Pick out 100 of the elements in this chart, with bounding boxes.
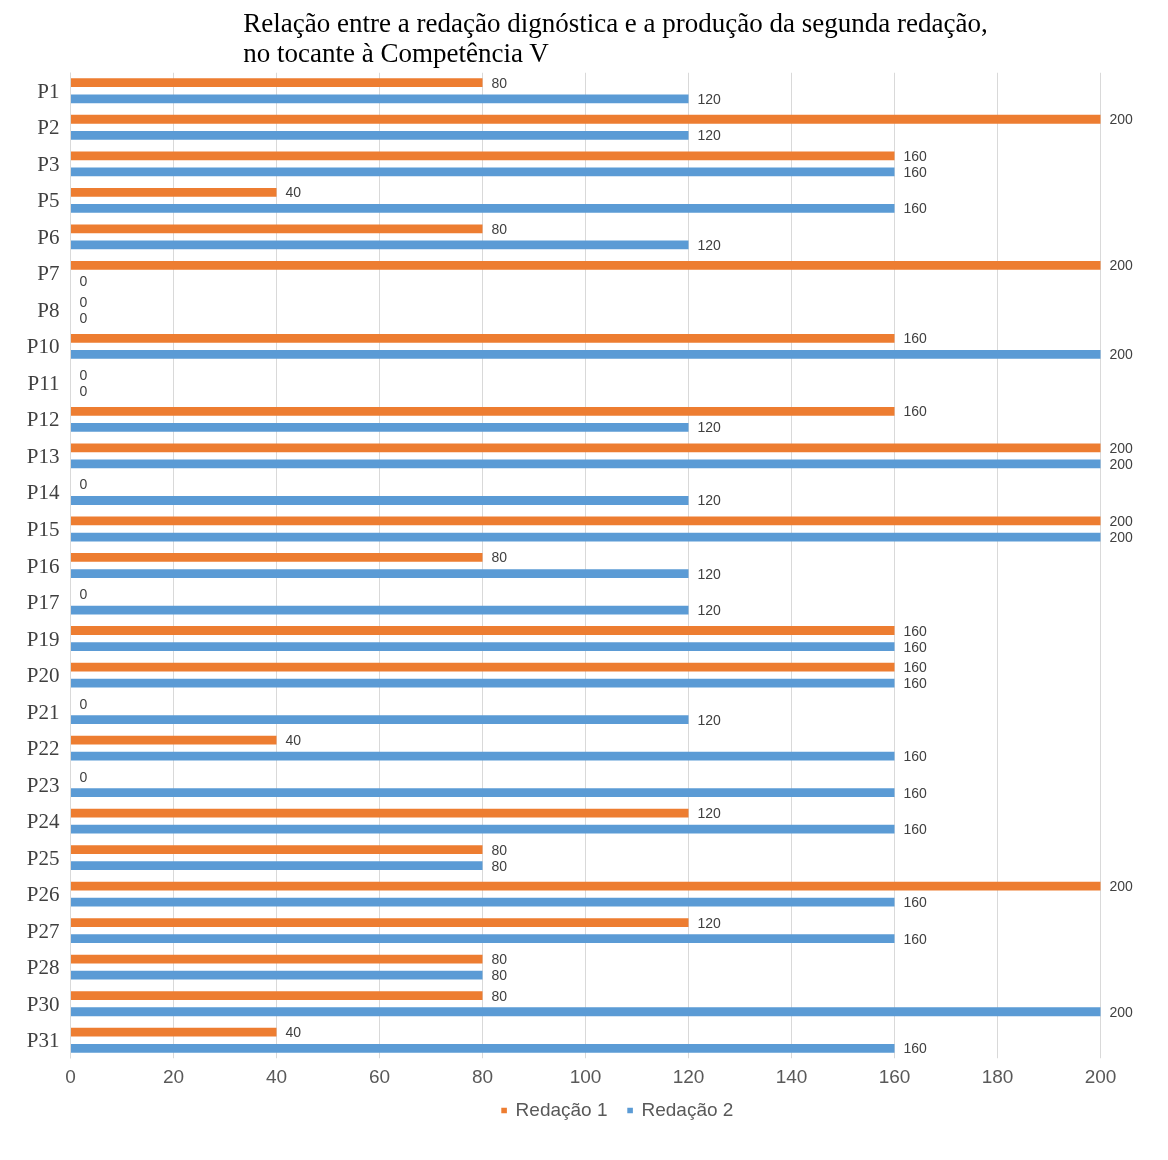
- bar: [70, 240, 689, 250]
- data-label: 200: [1109, 346, 1134, 363]
- bar: [70, 187, 277, 197]
- data-label: 80: [491, 74, 508, 91]
- y-tick-label: P12: [26, 407, 60, 432]
- data-label: 120: [697, 914, 722, 931]
- bar: [70, 1007, 1101, 1017]
- bar: [70, 845, 483, 854]
- bar: [70, 407, 895, 416]
- bar: [70, 626, 895, 635]
- data-label: 120: [697, 805, 722, 822]
- x-tick-label: 40: [265, 1065, 288, 1087]
- data-label: 80: [491, 987, 508, 1004]
- data-label: 160: [903, 403, 928, 420]
- legend-label: Redação 1: [515, 1099, 608, 1121]
- chart-title: Relação entre a redação dignóstica e a produção da segunda redação, no tocante à Competência V: [243, 7, 988, 68]
- data-label: 160: [903, 147, 928, 164]
- bar: [70, 881, 1101, 891]
- y-tick-label: P24: [26, 809, 60, 834]
- y-tick-label: P13: [26, 443, 60, 468]
- bar: [70, 824, 895, 834]
- data-label: 200: [1109, 257, 1134, 274]
- bar: [70, 662, 895, 672]
- data-label: 160: [903, 622, 928, 639]
- y-tick-label: P8: [37, 297, 60, 322]
- bar: [70, 350, 1101, 359]
- data-label: 200: [1109, 1003, 1134, 1020]
- y-tick-label: P27: [26, 918, 60, 943]
- data-label: 0: [79, 273, 88, 290]
- bar: [70, 1027, 277, 1037]
- data-label: 160: [903, 638, 928, 655]
- bar: [70, 751, 895, 761]
- bar: [70, 333, 895, 343]
- legend-label: Redação 2: [641, 1099, 734, 1121]
- data-label: 120: [697, 236, 722, 253]
- y-tick-label: P22: [26, 736, 60, 761]
- data-label: 80: [491, 841, 508, 858]
- data-label: 120: [697, 90, 722, 107]
- data-label: 160: [903, 748, 928, 765]
- x-tick-label: 180: [981, 1065, 1014, 1087]
- bar: [70, 678, 895, 688]
- data-label: 160: [903, 163, 928, 180]
- y-tick-label: P21: [26, 699, 60, 724]
- bar: [70, 114, 1101, 124]
- y-tick-label: P11: [27, 370, 60, 395]
- y-tick-label: P23: [26, 772, 60, 797]
- bar: [70, 991, 483, 1001]
- bar: [70, 861, 483, 871]
- data-label: 80: [491, 549, 508, 566]
- y-tick-label: P28: [26, 955, 60, 980]
- bar: [70, 642, 895, 651]
- data-label: 120: [697, 711, 722, 728]
- y-tick-label: P19: [26, 626, 60, 651]
- data-label: 80: [491, 220, 508, 237]
- bar: [70, 970, 483, 980]
- bar: [70, 496, 689, 505]
- y-tick-label: P5: [37, 188, 60, 213]
- data-label: 40: [285, 732, 302, 749]
- data-label: 80: [491, 951, 508, 968]
- y-tick-label: P26: [26, 882, 60, 907]
- x-tick-label: 80: [471, 1065, 494, 1087]
- x-tick-label: 140: [775, 1065, 808, 1087]
- data-label: 160: [903, 675, 928, 692]
- y-tick-label: P7: [37, 261, 60, 286]
- data-label: 120: [697, 127, 722, 144]
- data-label: 40: [285, 1024, 302, 1041]
- bar: [70, 1043, 895, 1053]
- y-tick-label: P14: [26, 480, 60, 505]
- bar: [70, 260, 1101, 270]
- data-label: 200: [1109, 439, 1134, 456]
- x-tick-label: 160: [878, 1065, 911, 1087]
- bar: [70, 78, 483, 88]
- bar: [70, 94, 689, 104]
- bar: [70, 918, 689, 928]
- data-label: 120: [697, 565, 722, 582]
- data-label: 0: [79, 366, 88, 383]
- data-label: 120: [697, 602, 722, 619]
- bar: [70, 569, 689, 578]
- y-tick-label: P3: [37, 151, 60, 176]
- data-label: 0: [79, 695, 88, 712]
- bar: [70, 934, 895, 944]
- y-tick-label: P10: [26, 334, 60, 359]
- x-tick-label: 120: [672, 1065, 705, 1087]
- data-label: 160: [903, 200, 928, 217]
- y-tick-label: P30: [26, 991, 60, 1016]
- bar: [70, 788, 895, 798]
- data-label: 80: [491, 967, 508, 984]
- bar: [70, 954, 483, 964]
- bar: [70, 151, 895, 161]
- x-tick-label: 60: [368, 1065, 391, 1087]
- bar: [70, 443, 1101, 453]
- data-label: 80: [491, 857, 508, 874]
- data-label: 200: [1109, 111, 1134, 128]
- bar: [70, 167, 895, 177]
- bar: [70, 532, 1101, 542]
- x-tick-label: 200: [1084, 1065, 1117, 1087]
- y-tick-label: P20: [26, 663, 60, 688]
- y-tick-label: P6: [37, 224, 60, 249]
- data-label: 0: [79, 768, 88, 785]
- y-tick-label: P16: [26, 553, 60, 578]
